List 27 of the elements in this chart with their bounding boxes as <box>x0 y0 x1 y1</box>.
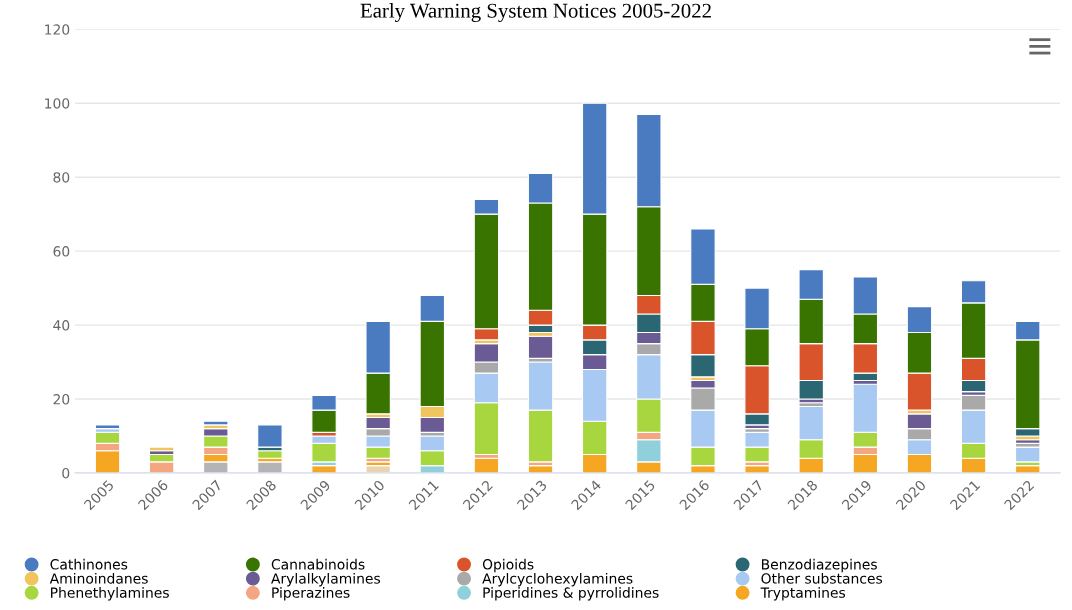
legend-label: Tryptamines <box>760 587 846 601</box>
legend-label: Cathinones <box>50 558 128 570</box>
bar <box>94 424 121 430</box>
legend-label: Arylcyclohexylamines <box>482 572 633 587</box>
legend-label: Piperidines & pyrrolidines <box>483 587 659 601</box>
legend-label: Aminoindanes <box>49 572 148 584</box>
legend-label: Arylalkylamines <box>271 572 381 587</box>
chart-title: Early Warning System Notices 2005-2022 <box>360 3 711 22</box>
y-tick-label: 120 <box>45 24 70 35</box>
y-tick-label: 20 <box>53 394 70 405</box>
y-tick-label: 40 <box>53 320 70 331</box>
y-tick-label: 0 <box>62 467 70 479</box>
legend-label: Phenethylamines <box>51 587 169 601</box>
bar <box>1014 446 1041 463</box>
bar <box>527 335 554 359</box>
bar <box>203 420 229 426</box>
y-tick-label: 60 <box>53 246 70 257</box>
bar <box>257 424 283 448</box>
bar <box>257 450 283 459</box>
legend-label: Other substances <box>761 572 883 584</box>
y-tick-label: 80 <box>53 172 70 183</box>
legend-label: Opioids <box>482 558 534 573</box>
bar <box>148 446 175 452</box>
legend-label: Benzodiazepines <box>761 558 877 573</box>
legend-label: Cannabinoids <box>271 558 365 570</box>
y-tick-label: 100 <box>45 98 70 109</box>
legend-label: Piperazines <box>272 587 350 601</box>
